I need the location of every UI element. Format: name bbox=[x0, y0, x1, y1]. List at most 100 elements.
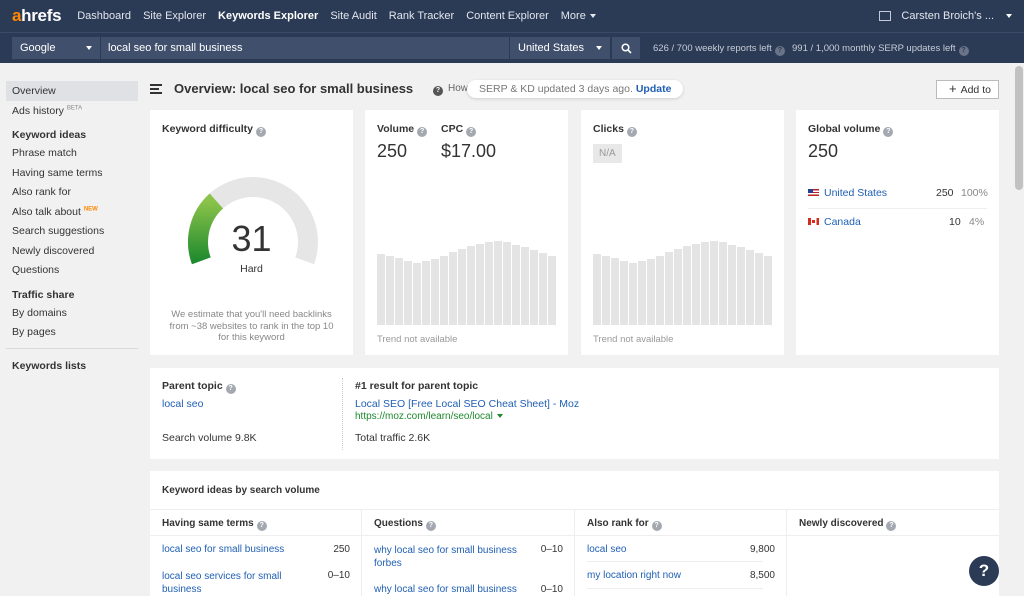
sidebar-item-by-pages[interactable]: By pages bbox=[12, 326, 56, 338]
help-icon[interactable]: ? bbox=[425, 521, 436, 531]
canada-flag-icon bbox=[808, 218, 819, 225]
sidebar-item-phrase-match[interactable]: Phrase match bbox=[12, 147, 77, 159]
sidebar: Overview Ads history BETA Keyword ideas … bbox=[0, 63, 142, 596]
sidebar-item-newly-discovered[interactable]: Newly discovered bbox=[12, 244, 95, 257]
sidebar-heading-keyword-ideas[interactable]: Keyword ideas bbox=[12, 129, 87, 141]
trend-bar bbox=[431, 259, 439, 325]
help-icon[interactable]: ? bbox=[883, 127, 894, 137]
help-icon[interactable]: ? bbox=[958, 46, 969, 56]
monitor-icon[interactable] bbox=[879, 11, 892, 21]
scrollbar[interactable] bbox=[1012, 63, 1024, 596]
kd-level: Hard bbox=[240, 263, 263, 275]
country-select[interactable]: United States bbox=[510, 37, 610, 59]
kd-value: 31 bbox=[231, 218, 272, 259]
keyword-volume: 250 bbox=[333, 544, 350, 555]
nav-site-explorer[interactable]: Site Explorer bbox=[143, 10, 207, 22]
ideas-column: Newly discovered? bbox=[787, 510, 999, 596]
nav-dashboard[interactable]: Dashboard bbox=[77, 10, 132, 22]
country-link-us[interactable]: United States bbox=[824, 187, 888, 199]
nav-site-audit[interactable]: Site Audit bbox=[330, 10, 377, 22]
sidebar-heading-keywords-lists[interactable]: Keywords lists bbox=[12, 359, 87, 372]
keyword-volume: 9,800 bbox=[749, 544, 775, 555]
column-header[interactable]: Questions? bbox=[362, 510, 575, 536]
trend-bar bbox=[467, 246, 475, 325]
help-icon[interactable]: ? bbox=[417, 127, 428, 137]
top-result-url[interactable]: https://moz.com/learn/seo/local bbox=[355, 411, 503, 422]
country-share: 100% bbox=[961, 187, 988, 199]
parent-topic-link[interactable]: local seo bbox=[162, 398, 204, 410]
keyword-input[interactable]: local seo for small business bbox=[101, 37, 509, 59]
volume-trend-note: Trend not available bbox=[377, 334, 458, 345]
list-item: local seo 9,800 bbox=[587, 544, 787, 555]
keyword-link[interactable]: why local seo for small business bbox=[374, 584, 517, 595]
trend-bar bbox=[710, 241, 718, 325]
keyword-link[interactable]: my location right now bbox=[587, 570, 681, 581]
sidebar-item-having-same-terms[interactable]: Having same terms bbox=[12, 166, 103, 179]
country-share: 4% bbox=[969, 216, 985, 228]
sidebar-divider bbox=[6, 347, 138, 349]
divider bbox=[342, 378, 343, 450]
sidebar-item-overview[interactable]: Overview bbox=[6, 81, 138, 101]
country-row: United States 250 100% bbox=[808, 187, 988, 209]
help-icon[interactable]: ? bbox=[256, 127, 267, 137]
chevron-down-icon bbox=[86, 46, 92, 50]
help-icon[interactable]: ? bbox=[886, 521, 897, 531]
sidebar-item-search-suggestions[interactable]: Search suggestions bbox=[12, 225, 105, 237]
nav-more[interactable]: More bbox=[561, 10, 596, 22]
trend-bar bbox=[485, 242, 493, 325]
menu-icon[interactable] bbox=[150, 84, 162, 96]
keyword-link[interactable]: local seo for small business bbox=[162, 544, 285, 555]
help-icon[interactable]: ? bbox=[256, 521, 267, 531]
sidebar-item-also-talk-about[interactable]: Also talk about NEW bbox=[12, 205, 98, 218]
top-nav: ahrefs Dashboard Site Explorer Keywords … bbox=[0, 0, 1024, 32]
help-icon[interactable]: ? bbox=[225, 384, 236, 394]
user-menu[interactable]: Carsten Broich's ... bbox=[901, 10, 994, 22]
search-button[interactable] bbox=[612, 37, 640, 59]
nav-keywords-explorer[interactable]: Keywords Explorer bbox=[218, 10, 319, 22]
trend-bar bbox=[737, 247, 745, 325]
column-header[interactable]: Newly discovered? bbox=[787, 510, 999, 536]
keyword-link[interactable]: local seo bbox=[587, 544, 627, 555]
weekly-reports-info: 626 / 700 weekly reports left? bbox=[653, 43, 785, 56]
nav-rank-tracker[interactable]: Rank Tracker bbox=[388, 10, 455, 22]
ahrefs-logo[interactable]: ahrefs bbox=[12, 6, 62, 25]
nav-content-explorer[interactable]: Content Explorer bbox=[466, 10, 549, 22]
clicks-value: N/A bbox=[593, 144, 622, 163]
help-icon[interactable]: ? bbox=[626, 127, 637, 137]
scrollbar-thumb[interactable] bbox=[1015, 66, 1023, 190]
update-link[interactable]: Update bbox=[635, 83, 672, 95]
country-volume: 10 bbox=[949, 216, 961, 228]
help-icon[interactable]: ? bbox=[466, 127, 477, 137]
help-chat-button[interactable]: ? bbox=[969, 556, 999, 586]
cpc-label: CPC? bbox=[441, 123, 477, 137]
trend-bar bbox=[683, 246, 691, 325]
ideas-column: Also rank for? local seo 9,800 my locatio… bbox=[575, 510, 787, 596]
chevron-down-icon[interactable] bbox=[1006, 14, 1012, 18]
column-header[interactable]: Also rank for? bbox=[575, 510, 787, 536]
how-link[interactable]: ? How bbox=[433, 83, 468, 96]
help-icon[interactable]: ? bbox=[651, 521, 662, 531]
chevron-down-icon[interactable] bbox=[496, 414, 503, 419]
trend-bar bbox=[593, 254, 601, 325]
sidebar-item-by-domains[interactable]: By domains bbox=[12, 306, 67, 319]
sidebar-item-also-rank-for[interactable]: Also rank for bbox=[12, 186, 71, 198]
top-result-title-link[interactable]: Local SEO [Free Local SEO Cheat Sheet] -… bbox=[355, 398, 580, 410]
keyword-volume: 0–10 bbox=[540, 584, 563, 595]
trend-bar bbox=[728, 245, 736, 325]
sidebar-item-ads-history[interactable]: Ads history BETA bbox=[12, 104, 83, 117]
column-header[interactable]: Having same terms? bbox=[150, 510, 362, 536]
search-icon bbox=[620, 42, 632, 54]
top-result-traffic: Total traffic 2.6K bbox=[355, 432, 431, 444]
country-link-canada[interactable]: Canada bbox=[824, 216, 861, 228]
volume-card: Volume? 250 CPC? $17.00 Trend not availa… bbox=[365, 110, 568, 355]
search-engine-select[interactable]: Google bbox=[12, 37, 100, 59]
trend-bar bbox=[512, 245, 520, 325]
list-item: why local seo for small business 0–10 bbox=[374, 584, 575, 595]
trend-bar bbox=[764, 256, 772, 325]
keyword-link[interactable]: local seo services for small business bbox=[162, 571, 282, 595]
list-item: local seo services for small business 0–1… bbox=[162, 570, 362, 596]
sidebar-item-questions[interactable]: Questions bbox=[12, 264, 60, 276]
add-to-button[interactable]: + Add to bbox=[936, 80, 999, 99]
keyword-link[interactable]: why local seo for small business forbes bbox=[374, 545, 517, 569]
help-icon[interactable]: ? bbox=[774, 46, 785, 56]
